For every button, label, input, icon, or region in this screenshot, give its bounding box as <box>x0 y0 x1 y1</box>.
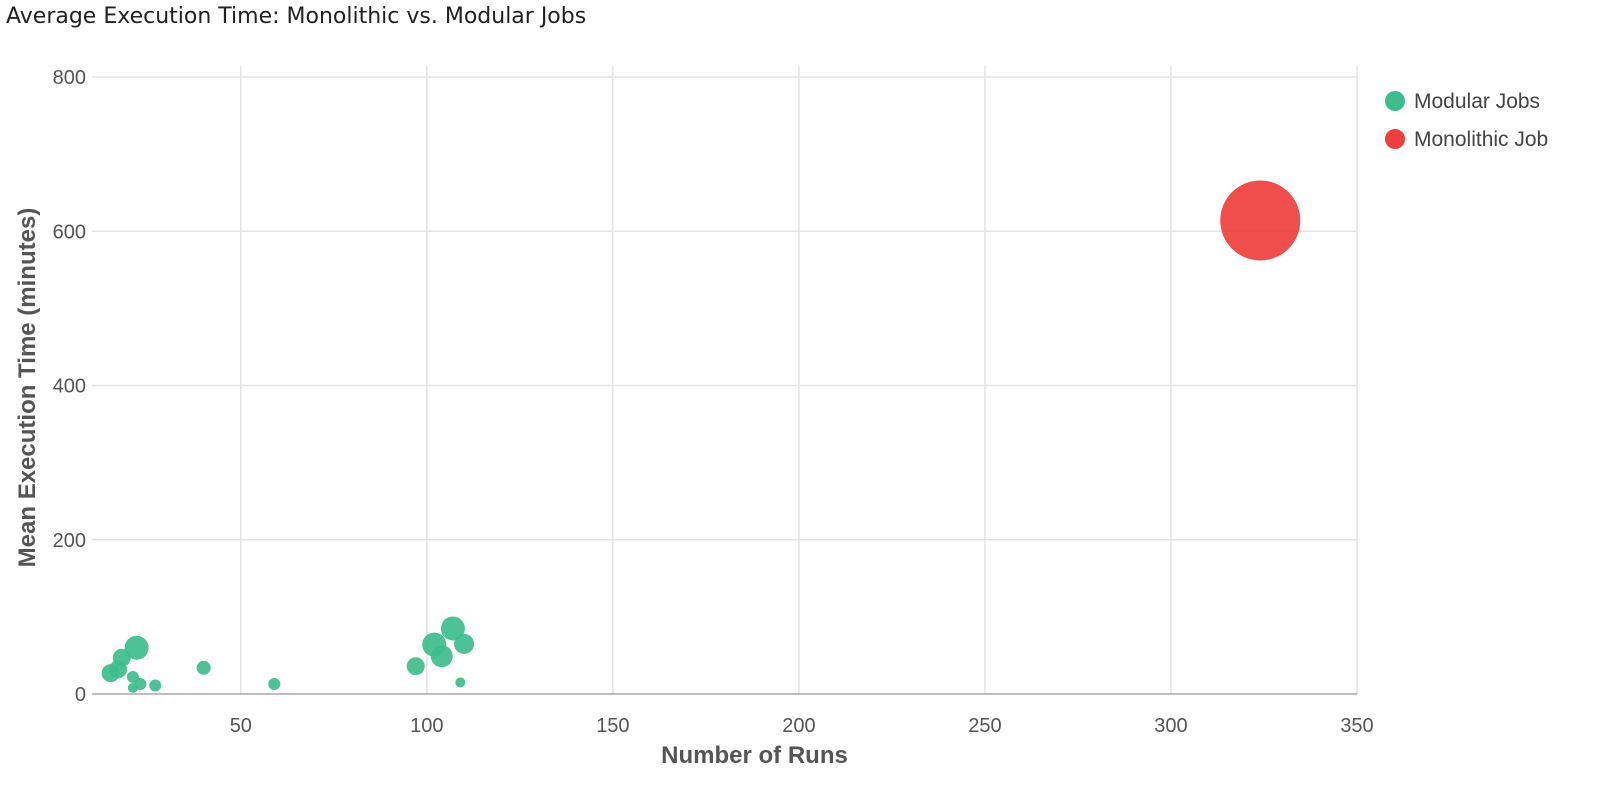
legend-label[interactable]: Monolithic Job <box>1414 128 1548 151</box>
x-tick-label: 350 <box>1340 715 1373 737</box>
modular-job-point[interactable] <box>268 677 281 690</box>
x-tick-label: 250 <box>968 715 1001 737</box>
modular-job-point[interactable] <box>196 660 211 675</box>
modular-job-point[interactable] <box>134 677 147 690</box>
legend-marker[interactable] <box>1385 129 1405 149</box>
y-tick-label: 400 <box>53 376 86 398</box>
y-tick-label: 600 <box>53 221 86 243</box>
x-axis-title: Number of Runs <box>661 742 848 769</box>
modular-job-point[interactable] <box>406 657 425 676</box>
y-tick-label: 800 <box>53 67 86 89</box>
chart-title: Average Execution Time: Monolithic vs. M… <box>6 4 587 29</box>
data-points <box>101 180 1301 693</box>
x-tick-label: 200 <box>782 715 815 737</box>
y-axis-title: Mean Execution Time (minutes) <box>14 208 41 568</box>
legend[interactable]: Modular Jobs Monolithic Job <box>1385 90 1548 151</box>
modular-job-point[interactable] <box>124 635 149 660</box>
y-tick-label: 0 <box>75 684 86 706</box>
x-tick-label: 150 <box>596 715 629 737</box>
x-tick-label: 50 <box>230 715 252 737</box>
legend-label[interactable]: Modular Jobs <box>1414 90 1540 113</box>
grid-lines <box>92 66 1358 694</box>
modular-job-point[interactable] <box>454 633 475 654</box>
monolithic-job-point[interactable] <box>1220 180 1301 261</box>
x-tick-label: 300 <box>1154 715 1187 737</box>
modular-job-point[interactable] <box>440 616 465 641</box>
x-tick-label: 100 <box>410 715 443 737</box>
modular-job-point[interactable] <box>430 645 453 668</box>
modular-job-point[interactable] <box>455 677 466 688</box>
y-tick-label: 200 <box>53 530 86 552</box>
modular-job-point[interactable] <box>149 679 162 692</box>
legend-marker[interactable] <box>1385 91 1405 111</box>
axes: 0 200 400 600 800 50 100 150 200 250 300 350 <box>53 67 1374 737</box>
